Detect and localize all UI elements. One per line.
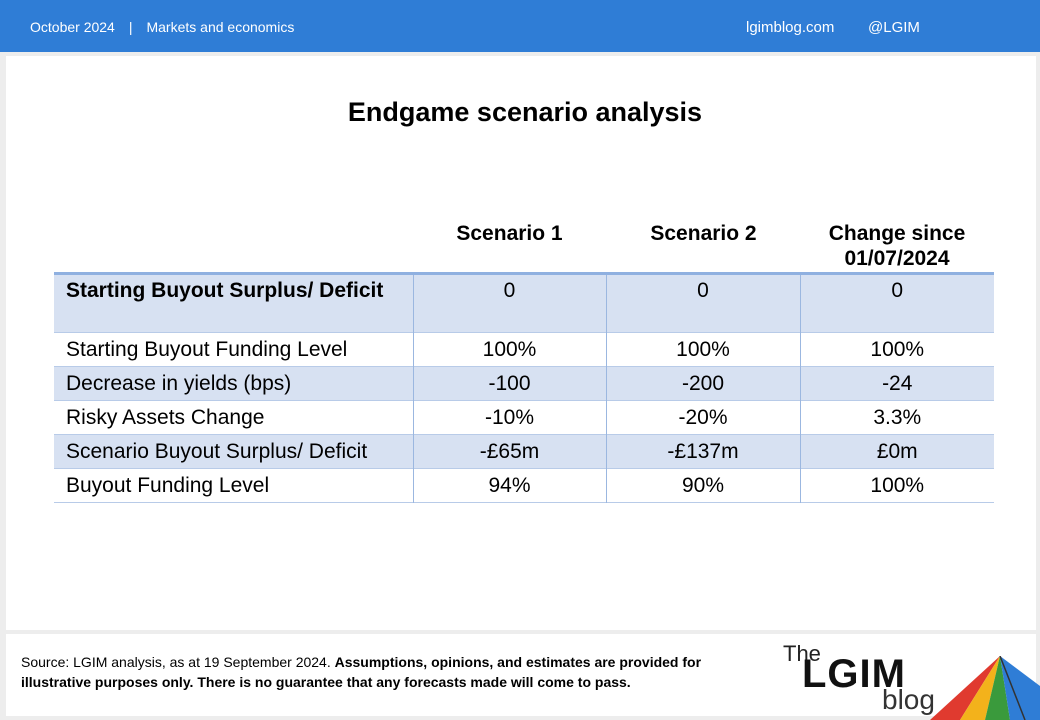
header-date: October 2024 xyxy=(30,19,115,35)
row-label: Starting Buyout Funding Level xyxy=(66,338,348,361)
column-header-change: Change since 01/07/2024 xyxy=(828,222,966,270)
row-label: Starting Buyout Surplus/ Deficit xyxy=(66,279,384,302)
table-row: Buyout Funding Level 94% 90% 100% xyxy=(54,468,994,503)
cell-value: 100% xyxy=(799,468,994,503)
cell-value: 94% xyxy=(412,468,606,503)
row-label: Risky Assets Change xyxy=(66,406,265,429)
table-row: Decrease in yields (bps) -100 -200 -24 xyxy=(54,366,994,401)
cell-value: 0 xyxy=(799,273,994,333)
row-label: Decrease in yields (bps) xyxy=(66,372,292,395)
cell-value: -20% xyxy=(605,400,800,435)
cell-value: -£65m xyxy=(412,434,606,469)
logo-the: The xyxy=(783,641,821,666)
page-title: Endgame scenario analysis xyxy=(347,97,703,127)
header-category-link[interactable]: Markets and economics xyxy=(146,19,295,35)
cell-value: 3.3% xyxy=(799,400,994,435)
column-header-scenario-2: Scenario 2 xyxy=(650,222,757,245)
cell-value: 0 xyxy=(412,273,606,333)
social-handle-link[interactable]: @LGIM xyxy=(868,19,920,36)
cell-value: £0m xyxy=(799,434,994,469)
cell-value: -200 xyxy=(605,366,800,401)
footer-panel xyxy=(6,634,1036,716)
logo-blog: blog xyxy=(882,684,935,715)
header-bar: October 2024 | Markets and economics lgimb… xyxy=(0,0,1040,52)
cell-value: -100 xyxy=(412,366,606,401)
cell-value: 100% xyxy=(412,332,606,367)
site-link[interactable]: lgimblog.com xyxy=(746,19,835,36)
table-row: Scenario Buyout Surplus/ Deficit -£65m -… xyxy=(54,434,994,469)
column-header-scenario-1: Scenario 1 xyxy=(456,222,563,245)
cell-value: 100% xyxy=(799,332,994,367)
cell-value: 90% xyxy=(605,468,800,503)
table-row: Risky Assets Change -10% -20% 3.3% xyxy=(54,400,994,435)
cell-value: -10% xyxy=(412,400,606,435)
source-note: Source: LGIM analysis, as at 19 Septembe… xyxy=(21,652,761,692)
scenario-table: Starting Buyout Surplus/ Deficit 0 0 0 S… xyxy=(54,272,994,503)
source-text: Source: LGIM analysis, as at 19 Septembe… xyxy=(21,654,335,670)
cell-value: 0 xyxy=(605,273,800,333)
header-left: October 2024 | Markets and economics xyxy=(30,19,294,35)
table-row: Starting Buyout Surplus/ Deficit 0 0 0 xyxy=(54,273,994,333)
cell-value: 100% xyxy=(605,332,800,367)
logo-lgim: LGIM xyxy=(802,652,906,696)
disclaimer-text: Assumptions, opinions, and estimates are… xyxy=(21,654,702,690)
cell-value: -£137m xyxy=(605,434,800,469)
row-label: Buyout Funding Level xyxy=(66,474,270,497)
cell-value: -24 xyxy=(799,366,994,401)
umbrella-logo-icon xyxy=(930,656,1040,720)
header-separator: | xyxy=(128,19,133,35)
row-label: Scenario Buyout Surplus/ Deficit xyxy=(66,440,368,463)
table-row: Starting Buyout Funding Level 100% 100% … xyxy=(54,332,994,367)
